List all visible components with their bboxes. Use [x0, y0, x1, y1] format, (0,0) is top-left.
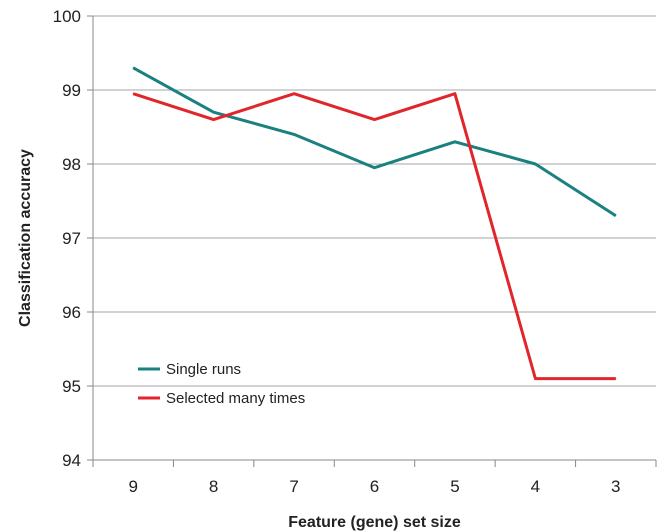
x-axis-title: Feature (gene) set size — [288, 514, 461, 531]
data-point — [454, 93, 456, 95]
y-tick-label: 100 — [53, 7, 81, 26]
data-point — [374, 119, 375, 121]
data-point — [615, 215, 617, 217]
legend-label: Selected many times — [166, 390, 305, 407]
y-tick-label: 97 — [62, 229, 81, 248]
x-tick-label: 3 — [611, 477, 620, 496]
legend: Single runs Selected many times — [138, 361, 305, 407]
y-tick-label: 98 — [62, 155, 81, 174]
data-point — [534, 378, 536, 380]
x-tick-label: 9 — [128, 477, 137, 496]
x-tick-label: 6 — [370, 477, 379, 496]
series-line-2 — [132, 92, 616, 381]
y-tick-label: 94 — [62, 451, 81, 470]
data-point — [615, 378, 617, 380]
y-axis-title: Classification accuracy — [17, 149, 34, 327]
y-axis-ticks: 94 95 96 97 98 99 100 — [53, 7, 93, 470]
x-tick-label: 5 — [450, 477, 459, 496]
data-point — [132, 93, 134, 95]
data-point — [534, 163, 536, 165]
data-point — [454, 141, 456, 143]
x-tick-label: 7 — [289, 477, 298, 496]
data-point — [213, 111, 215, 113]
data-point — [374, 167, 375, 169]
data-point — [132, 67, 134, 69]
x-tick-label: 4 — [531, 477, 540, 496]
data-point — [293, 93, 295, 95]
data-point — [213, 119, 215, 121]
x-axis-ticks: 9 8 7 6 5 4 3 — [92, 460, 657, 496]
y-tick-label: 96 — [62, 303, 81, 322]
y-tick-label: 95 — [62, 377, 81, 396]
series-layer — [132, 66, 617, 381]
legend-label: Single runs — [166, 361, 241, 378]
data-point — [293, 133, 295, 135]
x-tick-label: 8 — [209, 477, 218, 496]
y-tick-label: 99 — [62, 81, 81, 100]
gridlines — [93, 15, 656, 387]
